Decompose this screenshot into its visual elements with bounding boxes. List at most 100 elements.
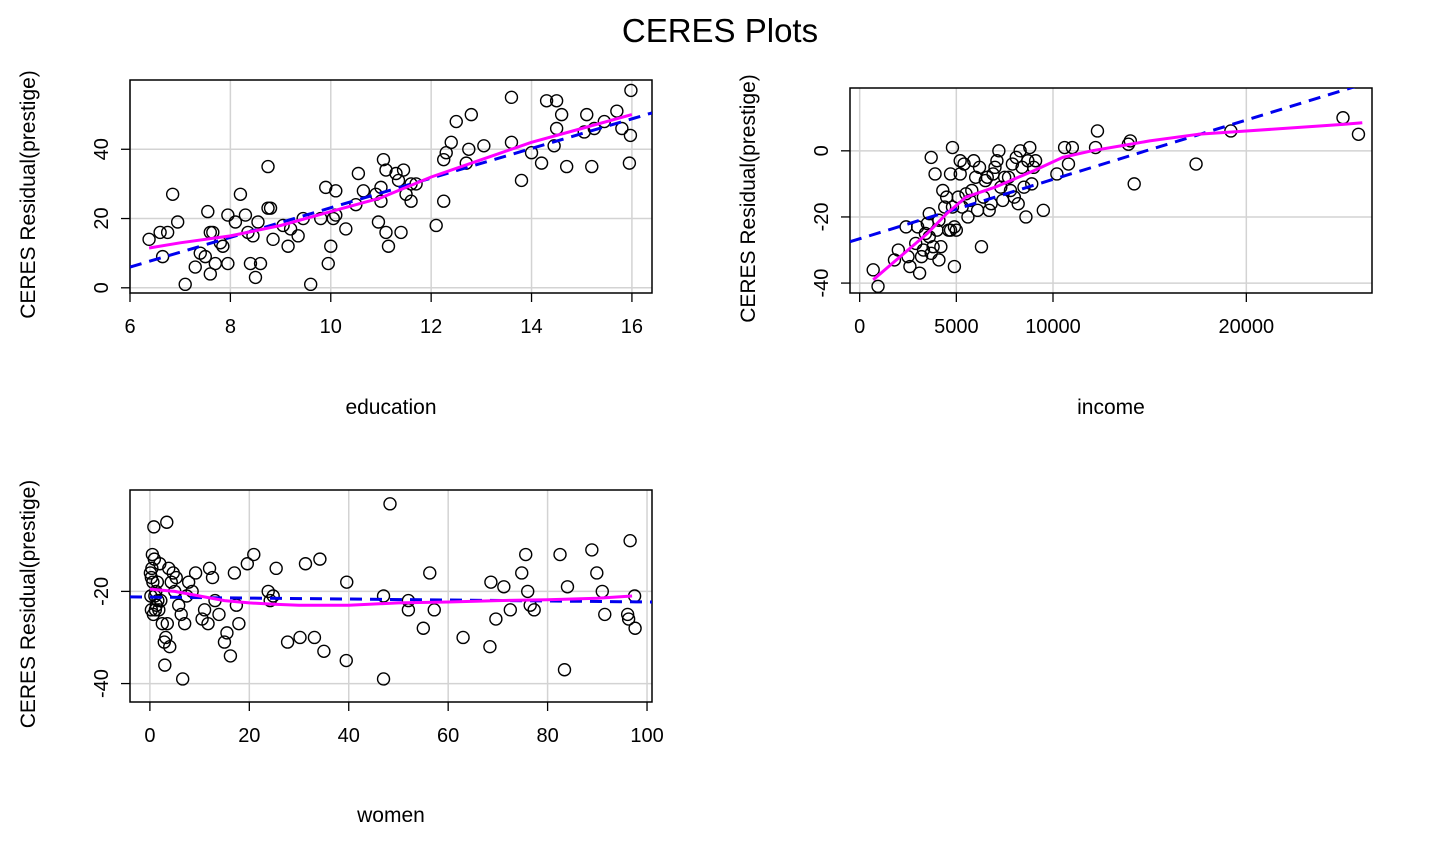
panel-2-x-tick-label: 0 (854, 316, 865, 338)
panel-3-data-point (160, 515, 174, 529)
panel-1-x-tick-label: 14 (520, 316, 542, 338)
panel-1-data-point (233, 187, 248, 201)
panel-1-data-point (464, 107, 479, 122)
panel-3-data-point (269, 561, 283, 576)
panel-3-y-axis-label-group: CERES Residual(prestige) (17, 480, 40, 729)
panel-2-data-point (866, 263, 880, 277)
panel-3-x-tick-label: 80 (536, 725, 558, 747)
panel-3-x-axis-label: women (356, 804, 425, 827)
panel-3-data-point (169, 570, 183, 585)
panel-3-data-point (247, 547, 261, 562)
panel-3-data-point (261, 584, 275, 599)
panel-1-y-tick-label: 0 (91, 282, 113, 293)
panel-3-data-point (598, 607, 612, 622)
panel-1-data-point (228, 215, 243, 229)
panel-1-data-point (524, 146, 539, 160)
panel-1-data-point (243, 256, 258, 271)
panel-3-data-point (145, 561, 159, 576)
panel-3-data-point (383, 497, 397, 511)
panel-3-data-point (557, 663, 572, 677)
panel-3-x-tick-label: 100 (630, 725, 663, 747)
panel-2-plot-frame (849, 87, 1373, 294)
panel-1-y-tick-label: 40 (91, 138, 113, 160)
panel-1-data-point (326, 211, 340, 226)
panel-2-data-point (1061, 157, 1076, 171)
panel-3-data-point (553, 547, 567, 562)
panel-2-data-point (978, 173, 993, 188)
panel-2-data-point (1057, 140, 1072, 155)
panel-3-data-point (240, 557, 255, 571)
panel-2-data-point (1189, 157, 1203, 171)
panel-3-data-point (293, 630, 307, 645)
panel-2-data-point (891, 243, 906, 257)
panel-2-data-point (924, 150, 938, 165)
panel-3-data-point (197, 603, 212, 617)
panel-1-smooth-fit-line (148, 113, 633, 250)
panel-1-group: 6 8 10 12 14 16 0 20 40 education CERES Residual(p… (17, 70, 653, 419)
panel-3-data-point (220, 626, 234, 640)
panel-1-data-point (216, 239, 230, 253)
panel-2-data-point (990, 154, 1004, 168)
panel-2-data-point (1336, 111, 1350, 125)
panel-2-data-point (1011, 197, 1025, 211)
panel-3-data-point (205, 570, 220, 585)
panel-2-data-point (1028, 154, 1043, 168)
panel-1-data-point (477, 139, 491, 153)
panel-1-data-point (170, 215, 185, 229)
panel-3-data-point (340, 575, 354, 589)
panel-2-data-point (1019, 210, 1033, 224)
panel-3-data-point (202, 561, 217, 576)
panel-3-data-point (489, 612, 503, 626)
panel-1-data-point (339, 222, 353, 236)
panel-3-data-point (503, 603, 518, 617)
panel-2-data-point (1088, 140, 1103, 155)
panel-2-data-point (926, 240, 940, 254)
panel-3-data-point (150, 575, 165, 589)
panel-3-data-point (621, 612, 636, 626)
panel-1-data-point (394, 225, 408, 240)
panel-2-data-point (934, 240, 948, 254)
panel-3-data-point (177, 616, 192, 631)
panel-3-data-point (164, 575, 178, 589)
panel-2-y-tick-label: -40 (811, 269, 833, 298)
panel-1-linear-fit-line (130, 111, 652, 269)
panel-2-data-point (988, 160, 1002, 175)
panel-1-data-point (266, 232, 280, 247)
panel-1-data-point (349, 197, 363, 212)
panel-3-group: 0 20 40 60 80 100 -40 -20 women CERES Residual(pr… (17, 480, 664, 827)
panel-1-data-point (261, 201, 275, 215)
panel-1-data-point (554, 107, 569, 122)
panel-2-data-point (1023, 140, 1037, 155)
panel-1-data-point (165, 187, 180, 201)
panel-3-data-point (456, 630, 470, 645)
panel-1-data-point (559, 159, 574, 174)
panel-3-data-point (423, 566, 437, 580)
panel-2-data-point (928, 167, 942, 181)
panel-1-data-point (549, 94, 564, 108)
panel-2-data-point (903, 259, 917, 274)
panel-1-data-point (615, 121, 629, 136)
panel-1-data-point (376, 152, 391, 167)
panel-1-data-point (547, 139, 561, 153)
panel-3-data-point (401, 603, 416, 617)
panel-3-data-point (317, 644, 331, 659)
panel-2-data-point (924, 246, 938, 261)
panel-3-data-point (521, 584, 535, 599)
panel-1-data-point (409, 177, 423, 191)
panel-2-data-point (1025, 177, 1039, 191)
panel-1-data-point (291, 229, 305, 243)
panel-1-data-point (324, 239, 338, 253)
panel-1-data-point (238, 208, 253, 222)
panel-1-data-point (198, 249, 212, 264)
panel-1-data-point (404, 194, 418, 208)
panel-3-data-point (280, 635, 295, 649)
panel-3-data-point (313, 552, 327, 566)
panel-2-data-point (871, 279, 885, 293)
panel-3-smooth-fit-line (149, 587, 633, 607)
panel-3-data-point (527, 603, 541, 617)
panel-3-data-point (223, 649, 238, 663)
panel-1-data-point (381, 239, 396, 253)
panel-1-y-axis-label: CERES Residual(prestige) (17, 70, 40, 319)
panel-1-data-point (622, 156, 637, 170)
